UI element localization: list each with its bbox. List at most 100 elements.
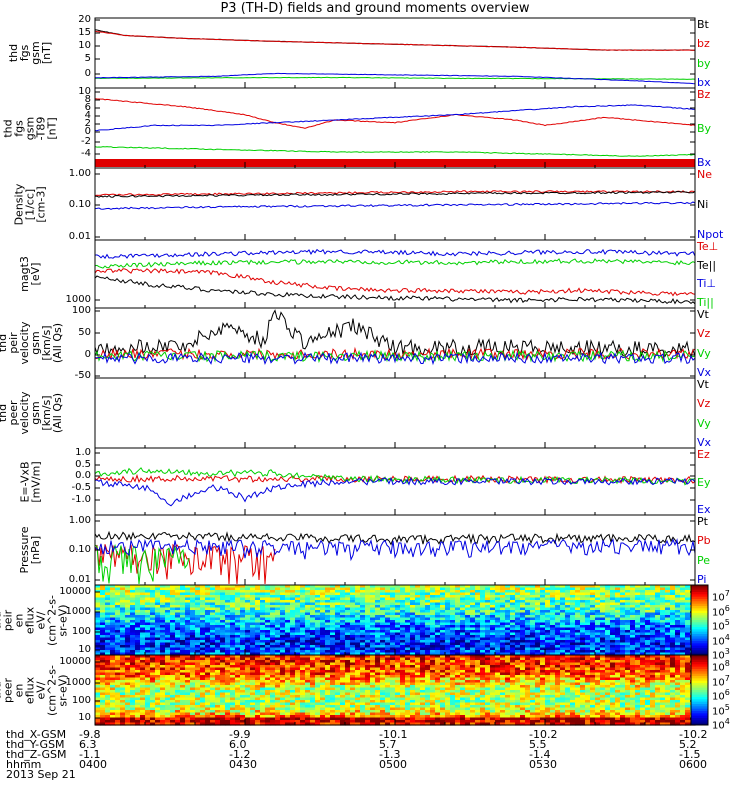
heatmap-cell	[195, 665, 201, 669]
heatmap-cell	[450, 637, 456, 641]
heatmap-cell	[485, 647, 491, 651]
heatmap-cell	[95, 587, 101, 591]
heatmap-cell	[455, 675, 461, 679]
heatmap-cell	[125, 645, 131, 649]
heatmap-cell	[280, 665, 286, 669]
heatmap-cell	[605, 655, 611, 659]
heatmap-cell	[180, 685, 186, 689]
heatmap-cell	[315, 617, 321, 621]
heatmap-cell	[535, 670, 541, 674]
heatmap-cell	[205, 645, 211, 649]
heatmap-cell	[370, 665, 376, 669]
heatmap-cell	[210, 592, 216, 596]
heatmap-cell	[155, 662, 161, 666]
heatmap-cell	[110, 600, 116, 604]
heatmap-cell	[290, 637, 296, 641]
heatmap-cell	[140, 675, 146, 679]
heatmap-cell	[420, 590, 426, 594]
heatmap-cell	[660, 600, 666, 604]
heatmap-cell	[275, 605, 281, 609]
heatmap-cell	[585, 627, 591, 631]
heatmap-cell	[215, 610, 221, 614]
heatmap-cell	[525, 652, 531, 656]
heatmap-cell	[655, 662, 661, 666]
heatmap-cell	[460, 607, 466, 611]
heatmap-cell	[680, 587, 686, 591]
heatmap-cell	[680, 667, 686, 671]
heatmap-cell	[395, 612, 401, 616]
heatmap-cell	[300, 592, 306, 596]
heatmap-cell	[155, 682, 161, 686]
heatmap-cell	[610, 590, 616, 594]
heatmap-cell	[430, 620, 436, 624]
heatmap-cell	[285, 615, 291, 619]
heatmap-cell	[435, 595, 441, 599]
heatmap-cell	[285, 610, 291, 614]
heatmap-cell	[530, 660, 536, 664]
heatmap-cell	[505, 677, 511, 681]
heatmap-cell	[510, 627, 516, 631]
heatmap-cell	[105, 595, 111, 599]
heatmap-cell	[115, 592, 121, 596]
heatmap-cell	[325, 632, 331, 636]
heatmap-cell	[125, 667, 131, 671]
heatmap-cell	[575, 640, 581, 644]
heatmap-cell	[265, 652, 271, 656]
heatmap-cell	[500, 625, 506, 629]
heatmap-cell	[350, 665, 356, 669]
heatmap-cell	[365, 620, 371, 624]
heatmap-cell	[645, 677, 651, 681]
heatmap-cell	[610, 645, 616, 649]
heatmap-cell	[515, 672, 521, 676]
heatmap-cell	[125, 627, 131, 631]
heatmap-cell	[315, 610, 321, 614]
heatmap-cell	[495, 627, 501, 631]
heatmap-cell	[205, 667, 211, 671]
heatmap-cell	[565, 627, 571, 631]
heatmap-cell	[140, 672, 146, 676]
heatmap-cell	[485, 610, 491, 614]
heatmap-cell	[350, 650, 356, 654]
heatmap-cell	[685, 605, 691, 609]
heatmap-cell	[195, 685, 201, 689]
heatmap-cell	[125, 610, 131, 614]
heatmap-cell	[375, 590, 381, 594]
heatmap-cell	[515, 677, 521, 681]
heatmap-cell	[300, 660, 306, 664]
heatmap-cell	[585, 685, 591, 689]
heatmap-cell	[675, 632, 681, 636]
heatmap-cell	[665, 647, 671, 651]
heatmap-cell	[405, 645, 411, 649]
heatmap-cell	[480, 662, 486, 666]
heatmap-cell	[405, 632, 411, 636]
heatmap-cell	[520, 615, 526, 619]
heatmap-cell	[465, 645, 471, 649]
heatmap-cell	[535, 602, 541, 606]
heatmap-cell	[340, 630, 346, 634]
heatmap-cell	[395, 647, 401, 651]
heatmap-cell	[140, 652, 146, 656]
heatmap-cell	[395, 630, 401, 634]
heatmap-cell	[610, 652, 616, 656]
heatmap-cell	[620, 645, 626, 649]
heatmap-cell	[555, 672, 561, 676]
heatmap-cell	[230, 600, 236, 604]
heatmap-cell	[665, 682, 671, 686]
heatmap-cell	[135, 662, 141, 666]
heatmap-cell	[500, 670, 506, 674]
heatmap-cell	[430, 605, 436, 609]
heatmap-cell	[495, 660, 501, 664]
heatmap-cell	[585, 665, 591, 669]
heatmap-cell	[125, 597, 131, 601]
heatmap-cell	[200, 627, 206, 631]
heatmap-cell	[660, 660, 666, 664]
heatmap-cell	[685, 677, 691, 681]
heatmap-cell	[235, 587, 241, 591]
heatmap-cell	[625, 640, 631, 644]
heatmap-cell	[575, 647, 581, 651]
heatmap-cell	[265, 670, 271, 674]
heatmap-cell	[500, 620, 506, 624]
heatmap-cell	[550, 655, 556, 659]
heatmap-cell	[365, 637, 371, 641]
heatmap-cell	[200, 587, 206, 591]
